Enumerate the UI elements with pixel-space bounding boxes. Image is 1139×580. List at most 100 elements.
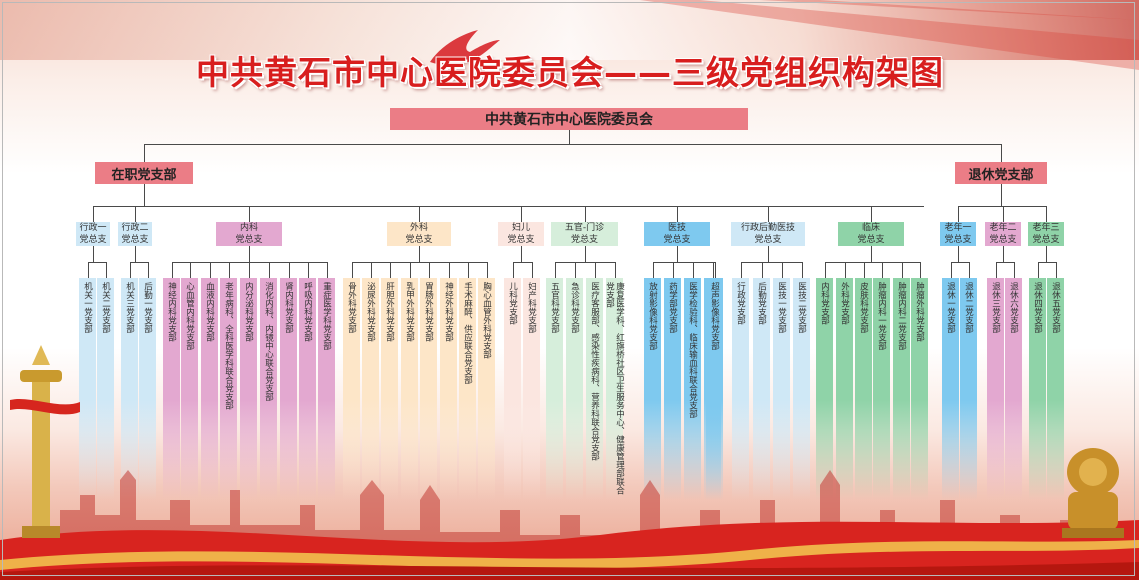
- party-branch-column: 皮肤科党支部: [855, 278, 872, 500]
- leaf-connector: [307, 262, 309, 278]
- general-branch-label: 党总支: [405, 235, 433, 245]
- leaf-bracket: [171, 262, 328, 263]
- branch-drop: [93, 246, 94, 262]
- leaf-connector: [512, 262, 514, 278]
- party-branch-label: 行政党支部: [735, 282, 746, 325]
- party-branch-label: 老年病科、全科医学科联合党支部: [223, 282, 234, 410]
- party-branch-label: 退休六党支部: [1008, 282, 1019, 333]
- general-branch-label: 党总支: [944, 235, 972, 245]
- party-branch-label: 内分泌科党支部: [243, 282, 254, 342]
- party-branch-column: 心血管内科党支部: [181, 278, 198, 500]
- leaf-bracket: [995, 262, 1015, 263]
- party-branch-column: 骨外科党支部: [343, 278, 360, 500]
- leaf-connector: [531, 262, 533, 278]
- party-branch-column: 机关二党支部: [97, 278, 114, 500]
- leaf-connector: [147, 262, 149, 278]
- leaf-bracket: [351, 262, 488, 263]
- leaf-connector: [712, 262, 714, 278]
- party-branch-column: 退休五党支部: [1047, 278, 1064, 500]
- party-branch-label: 消化内科、内镜中心联合党支部: [263, 282, 274, 401]
- leaf-connector: [105, 262, 107, 278]
- party-branch-label: 退休三党支部: [990, 282, 1001, 333]
- party-branch-column: 妇产科党支部: [523, 278, 540, 500]
- party-branch-column: 肿瘤内科二党支部: [893, 278, 910, 500]
- branch-connector: [419, 206, 420, 222]
- party-branch-column: 血液内科党支部: [201, 278, 218, 500]
- general-branch-box: 行政后勤医技 党总支: [731, 222, 805, 246]
- connector-line: [1001, 184, 1002, 206]
- party-branch-label: 乳甲外科党支部: [404, 282, 415, 342]
- general-branch-box: 老年二 党总支: [985, 222, 1021, 246]
- general-branch-label: 老年三: [1032, 223, 1060, 233]
- leaf-connector: [672, 262, 674, 278]
- party-branch-column: 老年病科、全科医学科联合党支部: [220, 278, 237, 500]
- branch-connector: [93, 206, 94, 222]
- connector-line: [1001, 144, 1002, 162]
- leaf-bracket: [740, 262, 803, 263]
- party-branch-label: 急诊科党支部: [569, 282, 580, 333]
- party-branch-column: 肾内科党支部: [280, 278, 297, 500]
- branch-drop: [584, 246, 586, 262]
- leaf-connector: [824, 262, 826, 278]
- general-branch-label: 党总支: [79, 235, 107, 245]
- leaf-connector: [844, 262, 846, 278]
- branch-drop: [1046, 246, 1047, 262]
- party-branch-column: 呼吸内科党支部: [299, 278, 316, 500]
- leaf-bracket: [129, 262, 149, 263]
- leaf-bracket: [554, 262, 616, 263]
- leaf-connector: [781, 262, 783, 278]
- branch-connector: [677, 206, 678, 222]
- party-branch-column: 超声影像科党支部: [706, 278, 723, 500]
- party-branch-label: 肾内科党支部: [283, 282, 294, 333]
- party-branch-column: 胸心血管外科党支部: [478, 278, 495, 500]
- party-branch-column: 重症医学科党支部: [318, 278, 335, 500]
- leaf-connector: [351, 262, 353, 278]
- leaf-connector: [87, 262, 89, 278]
- party-branch-column: 退休四党支部: [1029, 278, 1046, 500]
- party-branch-column: 退休六党支部: [1005, 278, 1022, 500]
- general-branch-label: 医技: [667, 223, 686, 233]
- party-branch-column: 外科党支部: [836, 278, 853, 500]
- party-branch-label: 肿瘤内科一党支部: [876, 282, 887, 350]
- party-branch-label: 放射影像科党支部: [647, 282, 658, 350]
- party-branch-label: 呼吸内科党支部: [302, 282, 313, 342]
- party-branch-column: 胃肠外科党支部: [420, 278, 437, 500]
- in-service-branch-box: 在职党支部: [95, 162, 193, 184]
- party-branch-label: 机关二党支部: [100, 282, 111, 333]
- general-branch-box: 妇儿 党总支: [498, 222, 544, 246]
- leaf-bracket: [1037, 262, 1057, 263]
- leaf-connector: [614, 262, 616, 278]
- party-branch-column: 五官科党支部: [546, 278, 563, 500]
- general-branch-label: 行政后勤医技: [740, 223, 795, 233]
- party-branch-label: 心血管内科党支部: [184, 282, 195, 350]
- party-branch-column: 医学检验科、临床输血科联合党支部: [684, 278, 701, 500]
- party-committee-box: 中共黄石市中心医院委员会: [390, 108, 748, 130]
- general-branch-label: 党总支: [857, 235, 885, 245]
- party-branch-label: 肝胆外科党支部: [384, 282, 395, 342]
- leaf-bracket: [950, 262, 970, 263]
- leaf-connector: [652, 262, 654, 278]
- party-branch-column: 消化内科、内镜中心联合党支部: [260, 278, 277, 500]
- branch-connector: [135, 206, 136, 222]
- party-branch-label: 胃肠外科党支部: [423, 282, 434, 342]
- leaf-connector: [486, 262, 488, 278]
- leaf-connector: [692, 262, 694, 278]
- branch-drop: [419, 246, 420, 262]
- party-branch-label: 外科党支部: [839, 282, 850, 325]
- general-branch-box: 行政一 党总支: [76, 222, 110, 246]
- poster-title: 中共黄石市中心医院委员会——三级党组织构架图: [196, 53, 944, 92]
- leaf-bracket: [512, 262, 533, 263]
- branch-connector: [1003, 206, 1004, 222]
- branch-drop: [677, 246, 678, 262]
- party-branch-column: 退休三党支部: [987, 278, 1004, 500]
- leaf-connector: [740, 262, 742, 278]
- leaf-connector: [326, 262, 328, 278]
- general-branch-label: 党总支: [121, 235, 149, 245]
- general-branch-label: 党总支: [754, 235, 782, 245]
- party-branch-column: 肝胆外科党支部: [381, 278, 398, 500]
- party-branch-column: 神经外科党支部: [440, 278, 457, 500]
- branch-drop: [1003, 246, 1004, 262]
- leaf-connector: [448, 262, 450, 278]
- leaf-connector: [761, 262, 763, 278]
- leaf-connector: [268, 262, 270, 278]
